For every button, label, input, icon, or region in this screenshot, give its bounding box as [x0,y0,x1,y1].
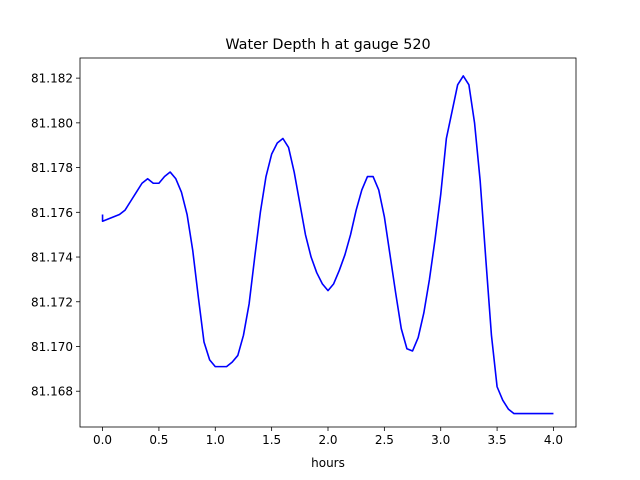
chart-title: Water Depth h at gauge 520 [225,37,430,53]
y-tick-label: 81.182 [31,72,73,86]
y-tick-label: 81.176 [31,206,73,220]
x-tick-label: 0.0 [93,433,112,447]
x-tick-label: 4.0 [544,433,563,447]
y-tick-label: 81.170 [31,340,73,354]
x-tick-label: 3.5 [488,433,507,447]
x-tick-label: 2.5 [375,433,394,447]
y-tick-label: 81.174 [31,251,73,265]
y-tick-label: 81.180 [31,116,73,130]
y-tick-label: 81.168 [31,385,73,399]
series-line-0 [101,75,554,415]
x-tick-label: 3.0 [431,433,450,447]
x-axis-label: hours [311,456,345,470]
y-tick-label: 81.178 [31,161,73,175]
y-tick-label: 81.172 [31,295,73,309]
plot-area: 0.0 0.5 1.0 1.5 2.0 2.5 3.0 3.5 4.0 81.168 81.170 8… [31,57,577,447]
x-tick-label: 0.5 [149,433,168,447]
x-tick-label: 2.0 [318,433,337,447]
x-tick-label: 1.0 [206,433,225,447]
x-tick-label: 1.5 [262,433,281,447]
